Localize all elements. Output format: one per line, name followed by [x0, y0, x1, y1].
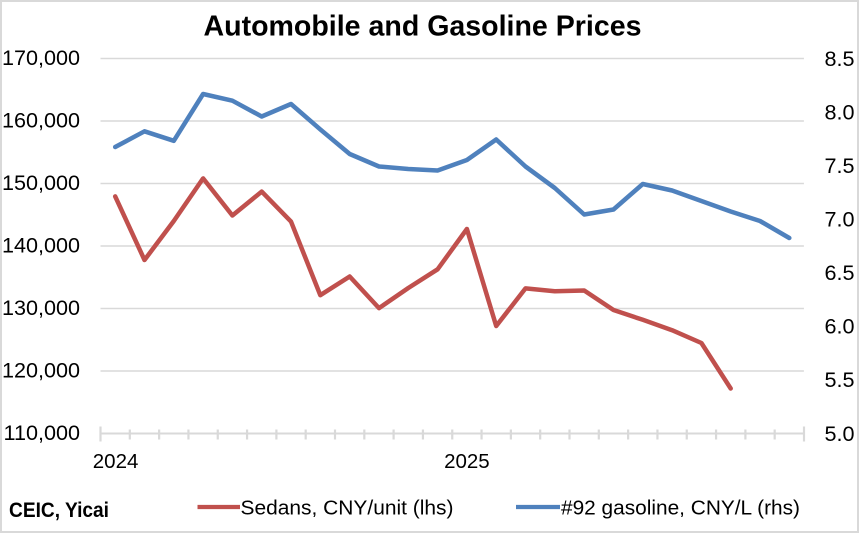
svg-text:110,000: 110,000	[4, 420, 80, 445]
svg-text:5.0: 5.0	[824, 421, 854, 446]
svg-text:150,000: 150,000	[2, 170, 80, 195]
svg-text:170,000: 170,000	[2, 45, 80, 70]
svg-text:140,000: 140,000	[2, 232, 80, 257]
svg-text:CEIC, Yicai: CEIC, Yicai	[9, 499, 109, 522]
svg-text:130,000: 130,000	[2, 295, 80, 320]
svg-text:8.5: 8.5	[824, 46, 854, 71]
svg-text:6.5: 6.5	[824, 260, 854, 285]
svg-text:Sedans, CNY/unit (lhs): Sedans, CNY/unit (lhs)	[241, 498, 454, 520]
svg-text:8.0: 8.0	[824, 99, 854, 124]
svg-text:Automobile and Gasoline Prices: Automobile and Gasoline Prices	[204, 11, 642, 43]
svg-text:160,000: 160,000	[2, 107, 80, 132]
svg-text:120,000: 120,000	[2, 357, 80, 382]
svg-text:2024: 2024	[93, 450, 139, 473]
svg-text:2025: 2025	[444, 450, 490, 473]
svg-text:#92 gasoline, CNY/L (rhs): #92 gasoline, CNY/L (rhs)	[561, 498, 800, 520]
svg-text:7.0: 7.0	[824, 207, 854, 232]
svg-text:5.5: 5.5	[824, 367, 854, 392]
svg-text:7.5: 7.5	[824, 153, 854, 178]
svg-text:6.0: 6.0	[824, 314, 854, 339]
